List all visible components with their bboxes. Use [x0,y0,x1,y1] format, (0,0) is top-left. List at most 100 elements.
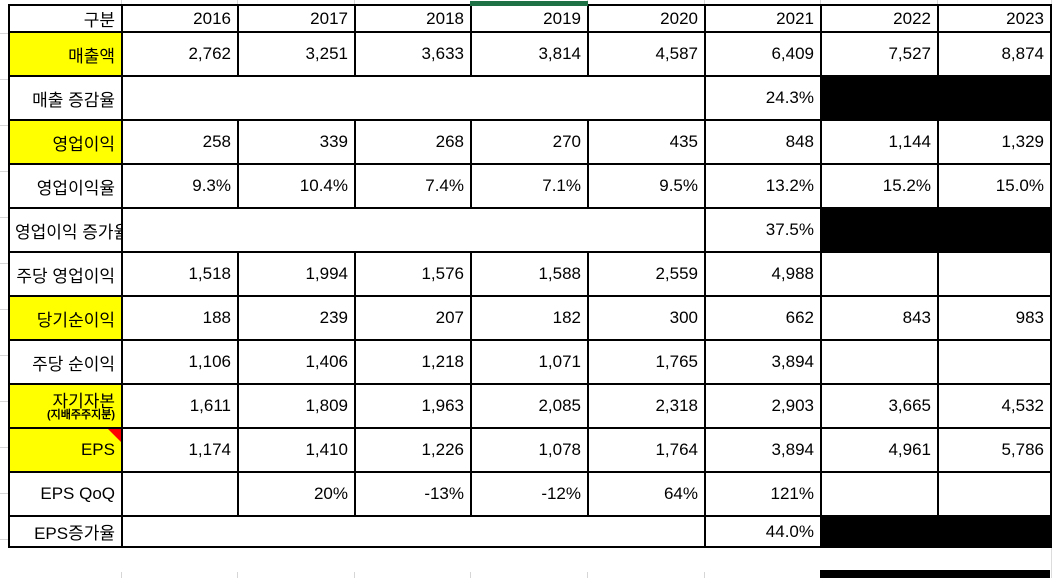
value-cell[interactable]: 1,809 [237,383,356,429]
header-year-cell[interactable]: 2020 [587,4,706,33]
value-cell[interactable]: 5,786 [937,427,1052,473]
value-cell[interactable]: 1,218 [354,339,472,385]
value-cell[interactable]: 339 [237,119,356,165]
value-cell[interactable]: 27.4% [820,515,939,548]
row-label-net-profit-per-share[interactable]: 주당 순이익 [8,339,123,385]
value-cell[interactable]: 4,532 [937,383,1052,429]
value-cell[interactable]: 13.2% [704,163,822,209]
row-label-operating-profit-per-share[interactable]: 주당 영업이익 [8,251,123,297]
value-cell[interactable]: 3,633 [354,31,472,77]
value-cell[interactable]: 662 [704,295,822,341]
value-cell[interactable] [121,471,239,517]
value-cell[interactable] [820,251,939,297]
value-cell[interactable]: 1,106 [121,339,239,385]
row-label-equity[interactable]: 자기자본 (지배주주지분) [8,383,123,429]
value-cell[interactable] [820,339,939,385]
value-cell[interactable]: 2,085 [470,383,589,429]
row-label-net-profit[interactable]: 당기순이익 [8,295,123,341]
value-cell[interactable]: 9.3% [121,163,239,209]
value-cell[interactable]: 3,814 [470,31,589,77]
row-label-eps[interactable]: EPS [8,427,123,473]
value-cell[interactable]: 239 [237,295,356,341]
value-cell[interactable]: 435 [587,119,706,165]
value-cell[interactable]: -13% [354,471,472,517]
value-cell[interactable]: 1,994 [237,251,356,297]
value-cell[interactable]: 848 [704,119,822,165]
value-cell[interactable]: 64% [587,471,706,517]
value-cell[interactable]: 843 [820,295,939,341]
value-cell[interactable]: 182 [470,295,589,341]
row-label-eps-growth[interactable]: EPS증가율 [8,515,123,548]
header-year-cell[interactable]: 2023 [937,4,1052,33]
header-category-cell[interactable]: 구분 [8,4,123,33]
value-cell[interactable]: 24.3% [704,75,822,121]
value-cell[interactable]: 1,078 [470,427,589,473]
value-cell[interactable]: 4,961 [820,427,939,473]
header-year-cell[interactable]: 2019 [470,4,589,33]
value-cell[interactable]: 2,318 [587,383,706,429]
value-cell[interactable]: 188 [121,295,239,341]
header-year-cell[interactable]: 2021 [704,4,822,33]
value-cell[interactable]: 20% [237,471,356,517]
header-year-cell[interactable]: 2016 [121,4,239,33]
value-cell[interactable] [937,339,1052,385]
value-cell[interactable]: 4,988 [704,251,822,297]
header-year-cell[interactable]: 2017 [237,4,356,33]
value-cell[interactable] [937,471,1052,517]
value-cell[interactable]: 44.0% [704,515,822,548]
header-year-cell[interactable]: 2018 [354,4,472,33]
value-cell[interactable]: -12% [470,471,589,517]
value-cell[interactable]: 1,518 [121,251,239,297]
value-cell[interactable]: 300 [587,295,706,341]
value-cell[interactable]: 7.1% [470,163,589,209]
value-cell[interactable]: 1,588 [470,251,589,297]
value-cell[interactable]: 1,764 [587,427,706,473]
value-cell[interactable]: 1,071 [470,339,589,385]
value-cell[interactable]: 15.2% [820,163,939,209]
value-cell[interactable]: 2,903 [704,383,822,429]
value-cell[interactable]: 3,251 [237,31,356,77]
value-cell[interactable]: 1,576 [354,251,472,297]
row-label-operating-profit[interactable]: 영업이익 [8,119,123,165]
value-cell[interactable]: 17.9% [937,75,1052,121]
value-cell[interactable]: 1,226 [354,427,472,473]
value-cell[interactable]: 17.4% [820,75,939,121]
value-cell[interactable]: 4,587 [587,31,706,77]
value-cell[interactable]: 1,406 [237,339,356,385]
value-cell[interactable] [937,251,1052,297]
value-cell[interactable]: 1,174 [121,427,239,473]
value-cell[interactable]: 8,874 [937,31,1052,77]
row-label-operating-profit-growth[interactable]: 영업이익 증가율 [8,207,123,253]
value-cell[interactable]: 9.5% [587,163,706,209]
value-cell[interactable]: 3,665 [820,383,939,429]
value-cell[interactable]: 1,410 [237,427,356,473]
value-cell[interactable]: 270 [470,119,589,165]
value-cell[interactable]: 2,762 [121,31,239,77]
empty-merged-cell[interactable] [121,75,706,121]
value-cell[interactable]: 983 [937,295,1052,341]
header-year-cell[interactable]: 2022 [820,4,939,33]
value-cell[interactable]: 16.2% [937,207,1052,253]
value-cell[interactable]: 7,527 [820,31,939,77]
value-cell[interactable]: 1,963 [354,383,472,429]
value-cell[interactable]: 1,765 [587,339,706,385]
value-cell[interactable]: 1,329 [937,119,1052,165]
value-cell[interactable]: 3,894 [704,427,822,473]
value-cell[interactable]: 3,894 [704,339,822,385]
value-cell[interactable]: 1,611 [121,383,239,429]
value-cell[interactable]: 2,559 [587,251,706,297]
row-label-eps-qoq[interactable]: EPS QoQ [8,471,123,517]
value-cell[interactable]: 1,144 [820,119,939,165]
value-cell[interactable]: 10.4% [237,163,356,209]
row-label-revenue-growth[interactable]: 매출 증감율 [8,75,123,121]
value-cell[interactable]: 121% [704,471,822,517]
value-cell[interactable] [820,471,939,517]
row-label-operating-margin[interactable]: 영업이익율 [8,163,123,209]
value-cell[interactable]: 16.6% [937,515,1052,548]
value-cell[interactable]: 15.0% [937,163,1052,209]
value-cell[interactable]: 258 [121,119,239,165]
value-cell[interactable]: 34.9% [820,207,939,253]
value-cell[interactable]: 6,409 [704,31,822,77]
value-cell[interactable]: 7.4% [354,163,472,209]
empty-merged-cell[interactable] [121,207,706,253]
